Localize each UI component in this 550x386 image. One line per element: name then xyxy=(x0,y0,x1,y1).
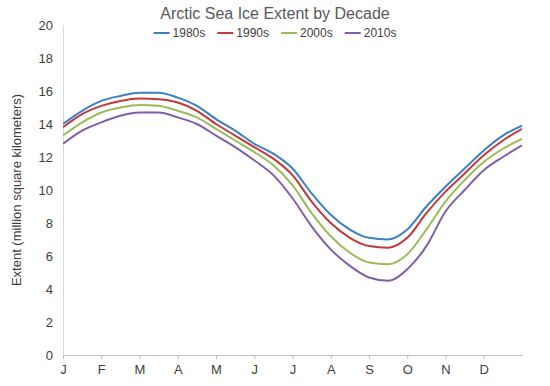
y-tick-label: 0 xyxy=(46,348,53,363)
y-tick: 6 xyxy=(46,249,63,264)
x-tick-mark xyxy=(101,355,102,359)
legend-item: 2010s xyxy=(345,26,397,40)
series-line xyxy=(63,112,522,280)
y-tick: 4 xyxy=(46,282,63,297)
x-tick-label: M xyxy=(135,362,146,377)
legend-item: 1980s xyxy=(154,26,206,40)
x-tick: A xyxy=(174,355,183,377)
x-tick-mark xyxy=(254,355,255,359)
y-tick-label: 2 xyxy=(46,315,53,330)
x-tick: J xyxy=(252,355,259,377)
legend-swatch xyxy=(345,32,361,34)
x-axis: JFMAMJJASOND xyxy=(60,355,522,377)
legend-swatch xyxy=(217,32,233,34)
y-tick-label: 16 xyxy=(39,84,53,99)
legend-item: 2000s xyxy=(281,26,333,40)
title: Arctic Sea Ice Extent by Decade xyxy=(160,5,390,22)
series-line xyxy=(63,93,522,240)
x-tick: M xyxy=(211,355,222,377)
legend-label: 2000s xyxy=(300,26,333,40)
x-tick-label: J xyxy=(252,362,259,377)
x-tick: O xyxy=(403,355,413,377)
x-tick-mark xyxy=(446,355,447,359)
x-tick-label: J xyxy=(60,362,67,377)
legend-item: 1990s xyxy=(217,26,269,40)
x-tick-label: M xyxy=(211,362,222,377)
y-tick: 12 xyxy=(39,150,63,165)
y-tick: 14 xyxy=(39,117,63,132)
lines xyxy=(63,93,522,281)
x-tick-mark xyxy=(63,355,64,359)
x-tick-label: D xyxy=(480,362,489,377)
x-tick-mark xyxy=(140,355,141,359)
y-tick: 10 xyxy=(39,183,63,198)
x-tick-label: O xyxy=(403,362,413,377)
y-tick-label: 10 xyxy=(39,183,53,198)
series-line xyxy=(63,98,522,247)
y-tick-label: 14 xyxy=(39,117,53,132)
x-tick-mark xyxy=(178,355,179,359)
y-tick-label: 18 xyxy=(39,51,53,66)
y-tick: 18 xyxy=(39,51,63,66)
y-axis-line xyxy=(63,26,64,356)
legend: 1980s 1990s 2000s 2010s xyxy=(154,26,397,40)
x-tick-label: F xyxy=(98,362,106,377)
legend-label: 2010s xyxy=(364,26,397,40)
x-tick-label: A xyxy=(174,362,183,377)
y-tick-label: 4 xyxy=(46,282,53,297)
x-tick-mark xyxy=(369,355,370,359)
x-tick-mark xyxy=(293,355,294,359)
chart: Arctic Sea Ice Extent by Decade 0 2 4 6 8 10 12… xyxy=(0,0,550,386)
x-tick: S xyxy=(365,355,374,377)
x-tick-label: A xyxy=(327,362,336,377)
x-tick-mark xyxy=(331,355,332,359)
series-line xyxy=(63,105,522,264)
y-tick-label: 6 xyxy=(46,249,53,264)
x-tick: N xyxy=(441,355,450,377)
y-tick: 16 xyxy=(39,84,63,99)
x-tick: A xyxy=(327,355,336,377)
y-tick: 8 xyxy=(46,216,63,231)
legend-label: 1990s xyxy=(236,26,269,40)
y-axis-title: Extent (million square kilometers) xyxy=(9,94,24,286)
y-tick: 2 xyxy=(46,315,63,330)
x-tick-mark xyxy=(407,355,408,359)
y-tick: 20 xyxy=(39,18,63,33)
x-tick-label: S xyxy=(365,362,374,377)
legend-swatch xyxy=(281,32,297,34)
y-tick-label: 20 xyxy=(39,18,53,33)
y-tick: 0 xyxy=(46,348,63,363)
y-tick-label: 12 xyxy=(39,150,53,165)
x-tick: D xyxy=(480,355,489,377)
x-tick: M xyxy=(135,355,146,377)
x-tick: J xyxy=(60,355,67,377)
y-axis: 0 2 4 6 8 10 12 14 16 18 20 xyxy=(39,18,64,363)
y-tick-label: 8 xyxy=(46,216,53,231)
x-tick-label: N xyxy=(441,362,450,377)
legend-swatch xyxy=(154,32,170,34)
x-tick: F xyxy=(98,355,106,377)
legend-label: 1980s xyxy=(173,26,206,40)
x-tick-mark xyxy=(484,355,485,359)
x-tick-mark xyxy=(216,355,217,359)
x-tick: J xyxy=(290,355,297,377)
x-tick-label: J xyxy=(290,362,297,377)
